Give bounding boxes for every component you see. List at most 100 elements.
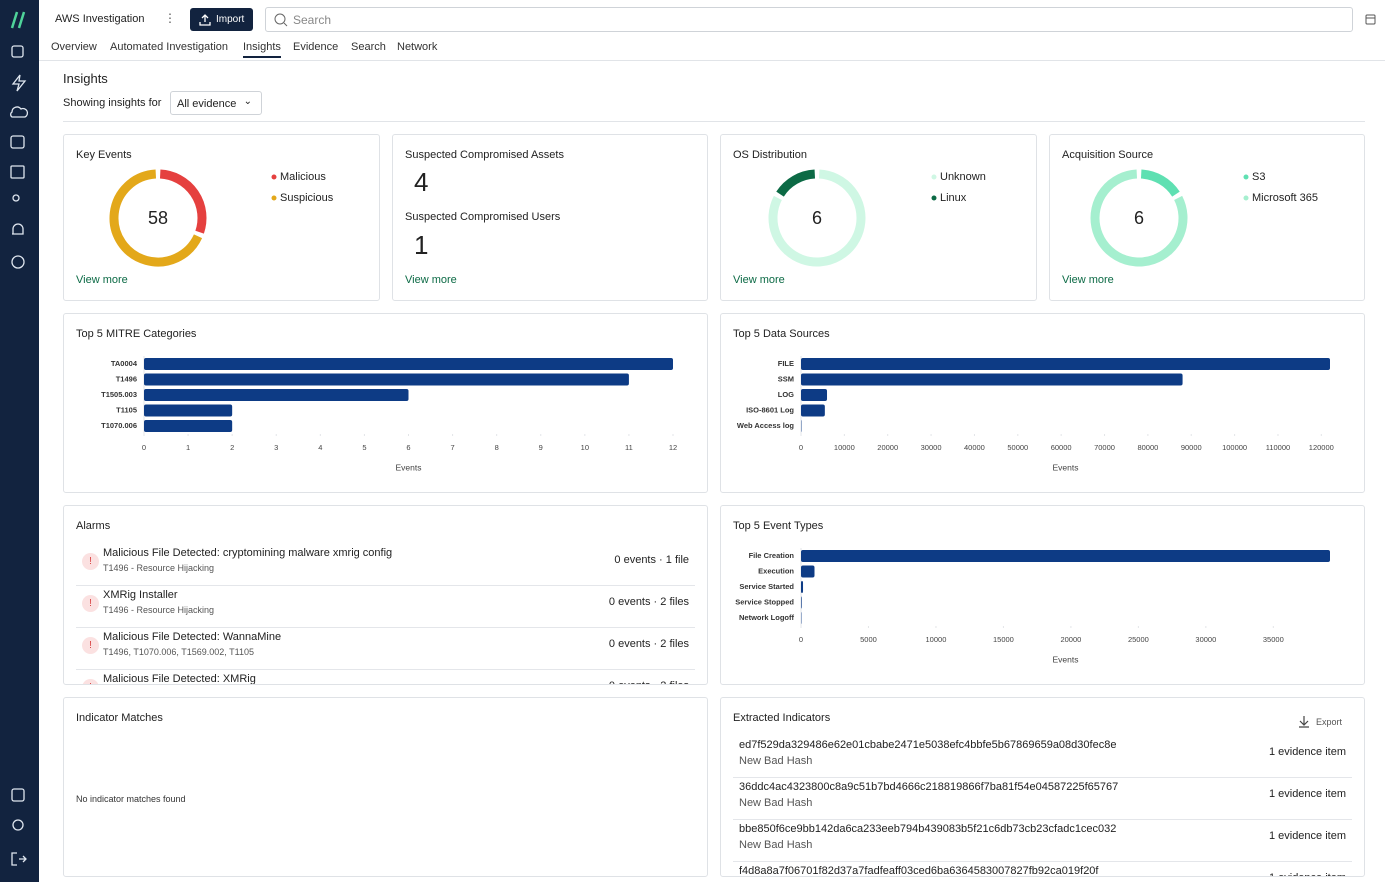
x-tick-label: 2: [230, 443, 234, 452]
nav-icon[interactable]: [12, 224, 23, 234]
menu-dots[interactable]: ⋮: [164, 11, 176, 25]
nav-icon[interactable]: [12, 46, 23, 57]
x-tick-label: 6: [406, 443, 410, 452]
import-label: Import: [216, 14, 244, 25]
calendar-icon[interactable]: [1365, 13, 1377, 25]
nav-icon[interactable]: [11, 136, 24, 148]
bar: [144, 405, 232, 417]
donut-total: 6: [812, 208, 822, 228]
indicator-count: 1 evidence item: [1269, 788, 1346, 800]
legend-swatch: [1244, 196, 1249, 201]
x-tick-label: 120000: [1309, 443, 1334, 452]
x-axis-label: Events: [1053, 462, 1079, 472]
search-box[interactable]: [265, 7, 1353, 32]
export-icon[interactable]: [1297, 715, 1311, 729]
bar: [801, 550, 1330, 562]
legend-swatch: [272, 175, 277, 180]
tab[interactable]: Overview: [51, 41, 97, 53]
x-tick-label: 20000: [877, 443, 898, 452]
nav-icon[interactable]: [11, 166, 24, 178]
tab[interactable]: Search: [351, 41, 386, 53]
sidebar-icons: [0, 0, 39, 882]
indicator-row[interactable]: ed7f529da329486e62e01cbabe2471e5038efc4b…: [733, 736, 1352, 778]
x-tick-label: 0: [799, 443, 803, 452]
x-axis-label: Events: [1053, 654, 1079, 664]
logout-icon[interactable]: [12, 853, 26, 865]
x-tick-label: 10000: [834, 443, 855, 452]
x-tick-label: 5: [362, 443, 366, 452]
indicator-row[interactable]: bbe850f6ce9bb142da6ca233eeb794b439083b5f…: [733, 820, 1352, 862]
donut-total: 6: [1134, 208, 1144, 228]
section-title: Insights: [63, 71, 108, 86]
y-tick-label: T1505.003: [101, 390, 137, 399]
alarm-title: Malicious File Detected: XMRig: [103, 673, 256, 685]
nav-icon[interactable]: [13, 195, 19, 201]
view-more[interactable]: View more: [1062, 274, 1114, 286]
x-tick-label: 60000: [1051, 443, 1072, 452]
alarm-stats: 0 events · 2 files: [609, 638, 689, 650]
legend-label: Microsoft 365: [1252, 192, 1318, 204]
y-tick-label: T1070.006: [101, 421, 137, 430]
alarm-row[interactable]: !Malicious File Detected: XMRig0 events …: [76, 670, 695, 685]
x-tick-label: 80000: [1137, 443, 1158, 452]
view-more[interactable]: View more: [733, 274, 785, 286]
tab[interactable]: Evidence: [293, 41, 338, 53]
alarm-tags: T1496, T1070.006, T1569.002, T1105: [103, 647, 254, 657]
x-tick-label: 30000: [1195, 635, 1216, 644]
bar: [144, 374, 629, 386]
tab[interactable]: Automated Investigation: [110, 41, 228, 53]
settings-icon[interactable]: [13, 820, 23, 830]
bar: [801, 581, 803, 593]
legend-swatch: [1244, 175, 1249, 180]
nav-icon[interactable]: [12, 256, 24, 268]
bar: [144, 420, 232, 432]
card-title: Suspected Compromised Assets: [405, 149, 564, 161]
nav-icon[interactable]: [13, 75, 25, 91]
card-title: Extracted Indicators: [733, 712, 830, 724]
alarm-row[interactable]: !Malicious File Detected: cryptomining m…: [76, 544, 695, 586]
legend-label: Linux: [940, 192, 967, 204]
bar: [144, 389, 409, 401]
x-tick-label: 4: [318, 443, 322, 452]
indicator-kind: New Bad Hash: [739, 755, 812, 767]
legend-swatch: [932, 175, 937, 180]
card-title: Alarms: [76, 520, 110, 532]
x-tick-label: 20000: [1060, 635, 1081, 644]
help-icon[interactable]: [12, 789, 24, 801]
x-tick-label: 9: [539, 443, 543, 452]
tab[interactable]: Network: [397, 41, 437, 53]
filter-value: All evidence: [177, 98, 236, 110]
x-tick-label: 25000: [1128, 635, 1149, 644]
indicator-row[interactable]: 36ddc4ac4323800c8a9c51b7bd4666c218819866…: [733, 778, 1352, 820]
indicator-count: 1 evidence item: [1269, 746, 1346, 758]
x-tick-label: 35000: [1263, 635, 1284, 644]
x-tick-label: 8: [495, 443, 499, 452]
bar: [801, 597, 802, 609]
x-tick-label: 70000: [1094, 443, 1115, 452]
legend-label: Malicious: [280, 171, 326, 183]
x-tick-label: 15000: [993, 635, 1014, 644]
bar: [801, 405, 825, 417]
indicator-matches-card: Indicator Matches No indicator matches f…: [63, 697, 708, 877]
legend-label: Suspicious: [280, 192, 334, 204]
divider: [63, 121, 1365, 122]
view-more[interactable]: View more: [405, 274, 457, 286]
view-more[interactable]: View more: [76, 274, 128, 286]
filter-select[interactable]: All evidence⌄: [170, 91, 262, 115]
y-tick-label: TA0004: [111, 359, 138, 368]
indicator-row[interactable]: f4d8a8a7f06701f82d37a7fadfeaff03ced6ba63…: [733, 862, 1352, 877]
alarm-stats: 0 events · 1 file: [614, 554, 689, 566]
x-tick-label: 40000: [964, 443, 985, 452]
export-button[interactable]: Export: [1316, 717, 1342, 727]
legend-label: S3: [1252, 171, 1265, 183]
bar: [801, 374, 1183, 386]
x-tick-label: 0: [799, 635, 803, 644]
tab[interactable]: Insights: [243, 41, 281, 58]
y-tick-label: LOG: [778, 390, 794, 399]
nav-icon[interactable]: [11, 107, 28, 117]
alarm-stats: 0 events · 2 files: [609, 596, 689, 608]
